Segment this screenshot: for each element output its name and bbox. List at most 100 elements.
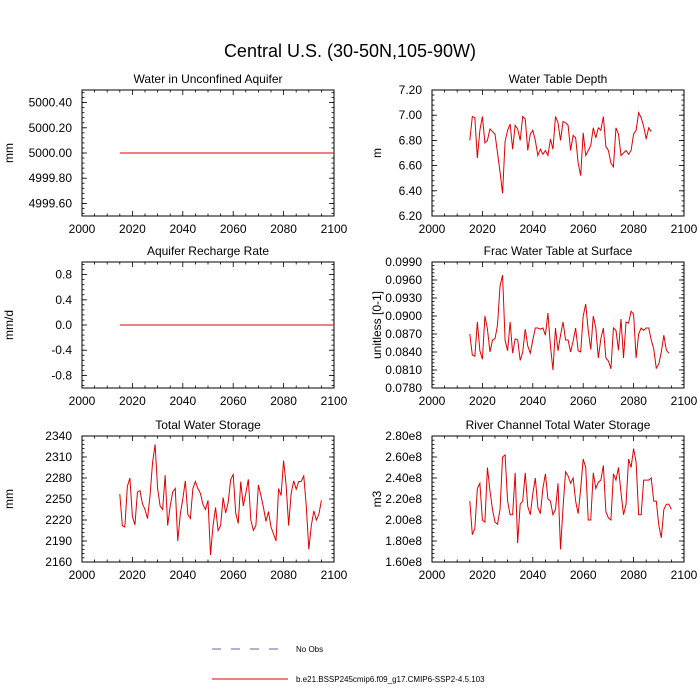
legend-obs-label: No Obs: [296, 645, 323, 654]
x-tick-label: 2060: [570, 394, 597, 408]
y-tick-label: 6.80: [399, 133, 423, 147]
x-tick-label: 2060: [570, 222, 597, 236]
x-tick-label: 2000: [419, 568, 446, 582]
x-tick-label: 2020: [119, 568, 146, 582]
y-tick-label: 5000.20: [29, 121, 73, 135]
x-tick-label: 2080: [270, 394, 297, 408]
x-tick-label: 2100: [321, 394, 348, 408]
x-tick-label: 2060: [220, 394, 247, 408]
panel-4: 2000 2020 2040 2060 2080 2100 0.0780 0.0810 0.08…: [370, 244, 698, 408]
y-tick-label: 0.0840: [385, 345, 422, 359]
y-axis-label: m3: [370, 490, 384, 507]
y-tick-label: 0.0810: [385, 363, 422, 377]
y-tick-label: 2250: [45, 492, 72, 506]
series-line: [469, 275, 670, 371]
y-axis-label: mm: [2, 143, 16, 163]
x-tick-label: 2100: [321, 568, 348, 582]
y-tick-label: 7.00: [399, 108, 423, 122]
panel-1: 2000 2020 2040 2060 2080 2100 4999.60 4999.80 50…: [2, 72, 348, 236]
y-tick-label: 0.0780: [385, 381, 422, 395]
series-line: [469, 111, 652, 194]
x-tick-label: 2080: [270, 222, 297, 236]
y-tick-label: 2.60e8: [385, 450, 422, 464]
y-tick-label: 0.0990: [385, 255, 422, 269]
y-tick-label: 2.80e8: [385, 429, 422, 443]
y-tick-label: 2190: [45, 534, 72, 548]
x-tick-label: 2060: [220, 222, 247, 236]
y-tick-label: 2280: [45, 471, 72, 485]
x-tick-label: 2040: [519, 568, 546, 582]
y-tick-label: 5000.00: [29, 146, 73, 160]
x-tick-label: 2020: [119, 222, 146, 236]
x-tick-label: 2020: [119, 394, 146, 408]
x-tick-label: 2000: [419, 394, 446, 408]
x-tick-label: 2020: [469, 222, 496, 236]
x-tick-label: 2000: [69, 568, 96, 582]
y-tick-label: 2310: [45, 450, 72, 464]
x-tick-label: 2040: [169, 222, 196, 236]
x-tick-label: 2020: [469, 568, 496, 582]
y-axis-label: unitless [0-1]: [370, 291, 384, 359]
y-axis-label: mm: [2, 489, 16, 509]
panel-5: 2000 2020 2040 2060 2080 2100 2160 2190 2220 2250…: [2, 418, 348, 582]
y-tick-label: 2160: [45, 555, 72, 569]
y-tick-label: 2.20e8: [385, 492, 422, 506]
y-axis-label: mm/d: [2, 310, 16, 340]
x-tick-label: 2040: [169, 568, 196, 582]
y-tick-label: 4999.80: [29, 171, 73, 185]
x-tick-label: 2000: [419, 222, 446, 236]
y-tick-label: 7.20: [399, 83, 423, 97]
y-tick-label: 1.80e8: [385, 534, 422, 548]
panel-title: Water Table Depth: [509, 72, 608, 86]
panel-title: Water in Unconfined Aquifer: [134, 72, 283, 86]
panel-title: Aquifer Recharge Rate: [147, 244, 269, 258]
x-tick-label: 2060: [570, 568, 597, 582]
x-tick-label: 2100: [321, 222, 348, 236]
y-tick-label: 2.00e8: [385, 513, 422, 527]
y-tick-label: 4999.60: [29, 196, 73, 210]
y-tick-label: 0.0: [55, 318, 72, 332]
y-tick-label: 6.40: [399, 184, 423, 198]
series-line: [119, 444, 322, 556]
x-tick-label: 2020: [469, 394, 496, 408]
x-tick-label: 2080: [620, 222, 647, 236]
x-tick-label: 2100: [671, 394, 698, 408]
x-tick-label: 2080: [270, 568, 297, 582]
x-tick-label: 2040: [519, 394, 546, 408]
y-tick-label: 0.4: [55, 293, 72, 307]
panel-title: River Channel Total Water Storage: [466, 418, 651, 432]
y-tick-label: 0.8: [55, 268, 72, 282]
x-tick-label: 2100: [671, 222, 698, 236]
y-tick-label: 1.60e8: [385, 555, 422, 569]
y-tick-label: 0.0930: [385, 291, 422, 305]
panel-6: 2000 2020 2040 2060 2080 2100 1.60e8 1.80e8 2.00…: [370, 418, 698, 582]
x-tick-label: 2000: [69, 222, 96, 236]
y-tick-label: 5000.40: [29, 96, 73, 110]
panel-title: Frac Water Table at Surface: [484, 244, 633, 258]
y-tick-label: 6.60: [399, 159, 423, 173]
panel-3: 2000 2020 2040 2060 2080 2100 -0.8 -0.4 0.0 0.4 0.…: [2, 244, 348, 408]
figure-title: Central U.S. (30-50N,105-90W): [224, 41, 476, 61]
x-tick-label: 2080: [620, 568, 647, 582]
x-tick-label: 2080: [620, 394, 647, 408]
x-tick-label: 2100: [671, 568, 698, 582]
y-tick-label: 0.0960: [385, 273, 422, 287]
legend-model-label: b.e21.BSSP245cmip6.f09_g17.CMIP6-SSP2-4.…: [296, 675, 485, 684]
y-axis-label: m: [370, 148, 384, 158]
panel-2: 2000 2020 2040 2060 2080 2100 6.20 6.40 6.60 6.80…: [370, 72, 698, 236]
y-tick-label: -0.4: [51, 343, 72, 357]
y-tick-label: 2340: [45, 429, 72, 443]
x-tick-label: 2040: [519, 222, 546, 236]
series-line: [469, 448, 672, 550]
x-tick-label: 2000: [69, 394, 96, 408]
y-tick-label: -0.8: [51, 368, 72, 382]
y-tick-label: 2.40e8: [385, 471, 422, 485]
chart-panels: 2000 2020 2040 2060 2080 2100 4999.60 4999.80 50…: [2, 72, 698, 582]
y-tick-label: 2220: [45, 513, 72, 527]
legend: No Obs b.e21.BSSP245cmip6.f09_g17.CMIP6-…: [212, 645, 485, 684]
y-tick-label: 0.0900: [385, 309, 422, 323]
x-tick-label: 2040: [169, 394, 196, 408]
x-tick-label: 2060: [220, 568, 247, 582]
panel-title: Total Water Storage: [155, 418, 261, 432]
